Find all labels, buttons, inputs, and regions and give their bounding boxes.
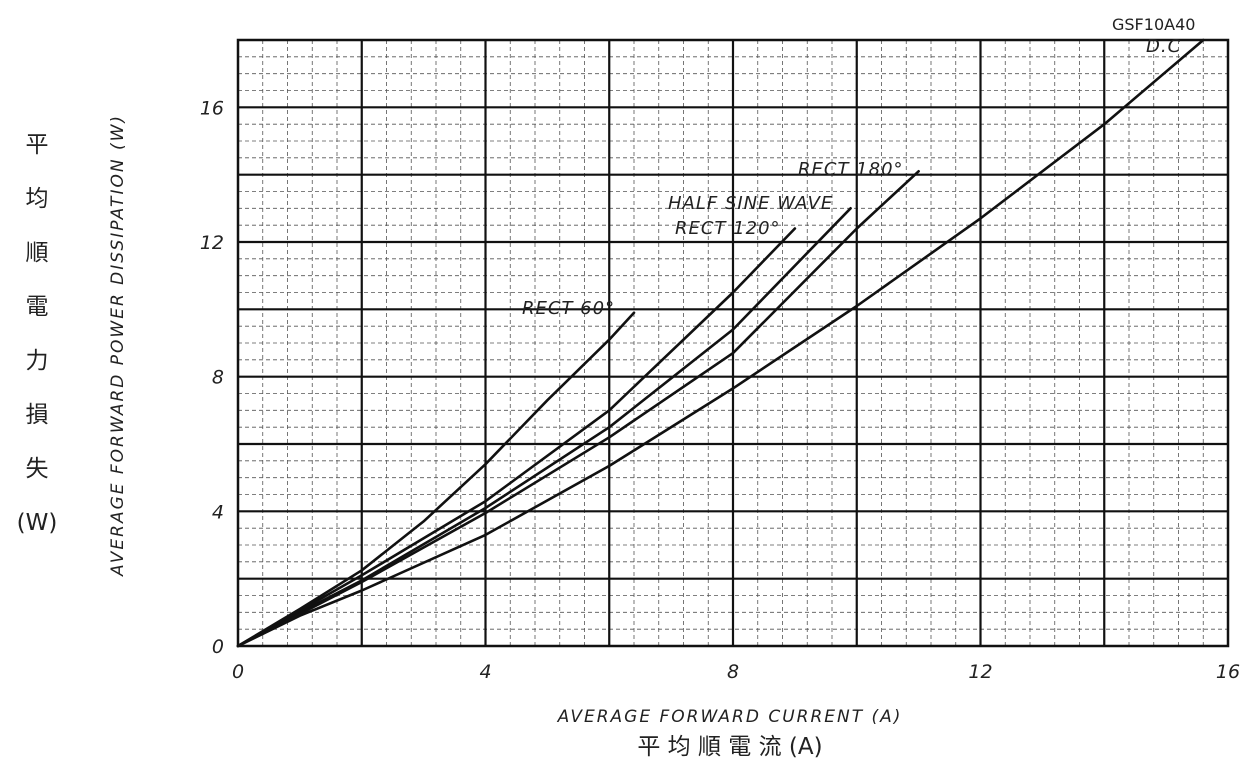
y-axis-title-jp-char: 均 bbox=[26, 186, 49, 212]
series-label-rect-120: RECT 120° bbox=[675, 218, 781, 239]
y-axis-title-jp-char: (W) bbox=[17, 510, 58, 536]
series-line-4 bbox=[236, 311, 636, 648]
series-label-rect-180: RECT 180° bbox=[798, 159, 904, 180]
y-tick-label: 4 bbox=[212, 501, 224, 523]
model-label: GSF10A40 bbox=[1112, 15, 1195, 34]
series-label-dc: D.C bbox=[1146, 36, 1181, 57]
x-axis-title-jp: 平 均 順 電 流 (A) bbox=[637, 734, 822, 760]
y-tick-label: 0 bbox=[212, 636, 224, 658]
series-line-1 bbox=[236, 207, 852, 648]
y-tick-label: 16 bbox=[200, 97, 224, 119]
plot-frame bbox=[236, 38, 1230, 648]
x-tick-label: 16 bbox=[1216, 661, 1240, 683]
y-axis-title-jp-char: 順 bbox=[26, 240, 49, 266]
x-tick-label: 12 bbox=[968, 661, 992, 683]
series-label-rect-60: RECT 60° bbox=[522, 298, 615, 319]
y-axis-title-jp-char: 平 bbox=[26, 132, 49, 158]
series-label-half-sine: HALF SINE WAVE bbox=[668, 193, 833, 214]
series-line-3 bbox=[236, 227, 797, 648]
y-axis-title-jp-char: 失 bbox=[26, 456, 49, 482]
grid bbox=[238, 40, 1228, 646]
y-axis-title: AVERAGE FORWARD POWER DISSIPATION (W) bbox=[108, 114, 128, 577]
tick-labels: 0 4 8 12 16 0 4 8 12 16 bbox=[200, 97, 1240, 683]
series-line-0 bbox=[236, 38, 1205, 648]
curves bbox=[236, 38, 1205, 648]
x-axis-title: AVERAGE FORWARD CURRENT (A) bbox=[557, 707, 903, 727]
series-line-2 bbox=[236, 170, 920, 648]
x-tick-label: 8 bbox=[727, 661, 739, 683]
y-axis-title-jp-char: 力 bbox=[26, 348, 49, 374]
x-tick-label: 0 bbox=[232, 661, 244, 683]
y-axis-title-jp-char: 損 bbox=[26, 402, 49, 428]
y-tick-label: 8 bbox=[212, 367, 224, 389]
y-tick-label: 12 bbox=[200, 232, 224, 254]
x-tick-label: 4 bbox=[479, 661, 491, 683]
y-axis-title-jp-char: 電 bbox=[26, 294, 49, 320]
